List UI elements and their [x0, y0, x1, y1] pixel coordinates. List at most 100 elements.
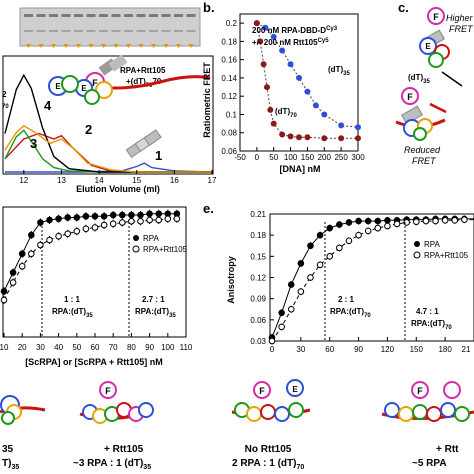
gel-arrow-icon	[88, 44, 94, 48]
svg-text:F: F	[407, 92, 413, 102]
panel-label-c: c.	[398, 0, 409, 15]
panel-d-point	[146, 210, 153, 218]
gel-band	[24, 14, 33, 17]
sec-trace-3	[4, 129, 212, 173]
d-ratio2-sub: 35	[169, 313, 176, 319]
panel-e-ytick-label: 0.15	[250, 252, 266, 261]
fret-point	[287, 61, 294, 68]
panel-e-line-1	[271, 219, 474, 342]
rpa-rtt105-dna-cartoon-icon: F E E	[48, 54, 211, 105]
gel-band	[136, 30, 146, 32]
panel-e-xtick-label: 120	[381, 345, 395, 354]
e-ratio2-line2: RPA:(dT)70	[411, 319, 452, 331]
gel-band	[149, 30, 158, 32]
panel-e-ytick-label: 0.18	[250, 231, 266, 240]
gel-arrow-icon	[188, 44, 194, 48]
panel-e-point	[384, 217, 391, 224]
sec-xtick-label: 17	[208, 176, 217, 185]
gel-band	[124, 14, 133, 17]
gel-arrow-icon	[101, 44, 106, 48]
panel-d-xtick-label: 100	[161, 343, 175, 352]
svg-text:F: F	[92, 78, 98, 88]
panel-d-point	[100, 221, 108, 229]
panel-e-xticks: 0 30 60 90 120 150 180 21	[270, 337, 474, 354]
svg-text:F: F	[259, 386, 265, 396]
gel-arrow-icon	[151, 44, 156, 48]
panel-e-point	[412, 218, 420, 226]
rpa-rtt105-cluster-right-icon: F	[381, 381, 474, 422]
panel-e-point	[345, 219, 353, 226]
gel-band	[61, 30, 71, 32]
gel-band	[24, 30, 33, 32]
rpa-complex-icon: F E	[419, 7, 450, 68]
fret-xtick-label: 100	[284, 153, 298, 162]
fret-xticks: -50 0 50 100 150 200 250 300	[234, 147, 365, 162]
rpa-dna-cluster-middle-icon: F E	[231, 379, 311, 422]
panel-e-point	[441, 217, 449, 224]
bottom-midleft-line1: + Rtt105	[104, 444, 144, 455]
panel-e-xtick-label: 21	[462, 345, 471, 354]
bottom-midleft-text2: ~3 RPA : 1 (dT)	[73, 458, 143, 469]
sec-xlabel: Elution Volume (ml)	[76, 184, 160, 194]
peak-label-3: 3	[30, 136, 37, 151]
fret-point	[257, 38, 264, 45]
fret-xtick-label: 150	[301, 153, 315, 162]
fret-ytick-label: 0.2	[226, 19, 238, 28]
svg-text:F: F	[433, 12, 439, 22]
panel-d-point	[91, 224, 99, 231]
panel-e-point	[278, 323, 285, 331]
panel-d-point	[0, 287, 8, 295]
svg-text:E: E	[425, 42, 431, 51]
panel-d: 10 20 30 40 50 60 70 80 90 100 110 1 : 1 RPA:(dT)3…	[0, 206, 193, 367]
panel-d-xtick-label: 30	[36, 343, 45, 352]
d-ratio1-line1: 1 : 1	[64, 295, 81, 304]
panel-d-xtick-label: 60	[91, 343, 100, 352]
panel-e-ytick-label: 0.21	[250, 210, 266, 219]
gel-arrow-icon	[76, 44, 81, 48]
fret-xtick-label: 250	[334, 153, 348, 162]
bottom-midleft-line2: ~3 RPA : 1 (dT)35	[73, 458, 151, 471]
fret-point	[279, 131, 286, 138]
gel-band	[136, 14, 146, 17]
fret-ytick-label: 0.1	[226, 110, 238, 119]
d-ratio2-text: RPA:(dT)	[135, 307, 169, 316]
gel-band	[86, 14, 96, 17]
d-ratio2-line2: RPA:(dT)35	[135, 307, 176, 319]
panel-e-point	[287, 305, 295, 313]
peak-label-1: 1	[155, 148, 162, 163]
panel-e-xtick-label: 90	[354, 345, 363, 354]
d-ratio1-text: RPA:(dT)	[52, 307, 86, 316]
gel-band	[36, 30, 46, 32]
bottom-midright-line1: No Rtt105	[245, 444, 292, 455]
panel-e-point	[278, 309, 285, 317]
panel-d-point	[155, 216, 162, 224]
gel-band	[86, 30, 96, 32]
fret-ylabel: Ratiometric FRET	[202, 62, 212, 138]
gel-band	[99, 14, 108, 17]
peak-label-2: 2	[85, 122, 92, 137]
gel-arrow-icon	[113, 44, 119, 48]
e-ratio1-sub: 70	[364, 313, 371, 319]
panel-a: 12 13 14 15 16 17 Elution Volume (ml) RPA+Rtt…	[2, 7, 217, 194]
svg-text:F: F	[417, 386, 423, 396]
panel-c-dna-label: (dT)35	[408, 73, 430, 85]
d-ratio1-sub: 35	[86, 313, 93, 319]
complex-label-line1: RPA+Rtt105	[120, 66, 166, 75]
fret-point	[312, 102, 319, 109]
fret-point	[304, 134, 311, 141]
panel-d-point	[91, 212, 99, 220]
gel-arrow-icon	[163, 44, 169, 48]
complex-label-dt: +(dT)	[126, 77, 146, 86]
bottom-left-line2: T)35	[2, 458, 19, 471]
fret-xtick-label: 200	[318, 153, 332, 162]
fret-legend-text2: +/- 200 nM Rtt105	[252, 38, 318, 47]
panel-d-point	[46, 236, 53, 244]
fret-xtick-label: 0	[255, 153, 260, 162]
bottom-midright-sub: 70	[296, 464, 304, 471]
bottom-left-sub: 35	[11, 464, 19, 471]
red-arrow-icon	[429, 102, 447, 114]
fret-ytick-label: 0.08	[221, 129, 237, 138]
fret-point	[321, 135, 328, 142]
panel-e-point	[336, 221, 343, 228]
e-legend-rtt: RPA+Rtt105	[424, 251, 469, 260]
